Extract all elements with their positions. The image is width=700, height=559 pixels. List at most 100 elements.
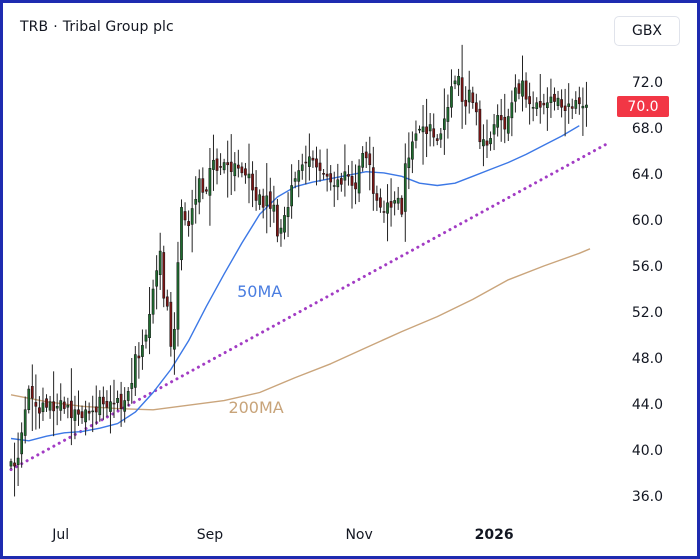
candle-body <box>311 157 315 161</box>
candle-body <box>16 457 20 465</box>
candle-body <box>34 402 38 407</box>
candle-body <box>443 118 446 130</box>
candle-body <box>567 103 571 107</box>
candle-body <box>244 168 247 176</box>
candle-body <box>560 99 563 108</box>
candle-body <box>535 102 539 109</box>
candle-body <box>538 101 542 108</box>
candle-body <box>130 383 134 389</box>
candle-body <box>38 407 41 414</box>
candle-body <box>364 151 368 159</box>
candle-body <box>400 197 404 215</box>
candle-body <box>396 197 400 204</box>
x-tick-label: Nov <box>345 527 372 543</box>
candle-body <box>112 402 116 405</box>
candle-body <box>304 161 308 164</box>
candle-body <box>553 93 556 102</box>
candle-body <box>393 200 396 204</box>
candle-body <box>574 100 578 109</box>
candle-body <box>158 250 162 275</box>
candle-body <box>379 197 382 208</box>
candle-body <box>382 211 386 213</box>
candle-body <box>180 207 183 261</box>
candle-body <box>144 334 148 342</box>
candle-body <box>428 124 432 132</box>
candle-body <box>187 221 190 227</box>
candle-body <box>474 102 478 113</box>
candle-body <box>549 96 553 103</box>
candle-body <box>212 159 215 170</box>
candle-body <box>389 201 393 208</box>
ma200-layer <box>10 248 591 411</box>
y-tick-label: 40.0 <box>632 443 663 459</box>
candle-body <box>77 409 80 415</box>
candle-body <box>9 461 13 467</box>
candle-body <box>503 116 507 130</box>
candle-body <box>467 89 471 103</box>
candle-body <box>332 185 336 187</box>
candle-body <box>123 400 127 412</box>
candle-body <box>435 138 439 141</box>
candle-body <box>290 185 293 207</box>
candle-body <box>91 410 95 413</box>
candle-body <box>73 409 77 421</box>
candle-body <box>510 102 514 119</box>
candle-body <box>240 166 244 174</box>
candle-body <box>276 204 279 237</box>
candle-body <box>464 99 468 107</box>
y-tick-label: 52.0 <box>632 305 663 321</box>
candle-body <box>119 393 123 409</box>
candle-body <box>357 165 361 194</box>
candle-body <box>368 153 372 166</box>
candle-body <box>251 173 254 191</box>
y-tick-label: 56.0 <box>632 259 663 275</box>
candle-body <box>201 178 205 193</box>
symbol-label: TRB <box>20 19 49 35</box>
candle-body <box>80 411 84 419</box>
y-tick-label: 72.0 <box>632 75 663 91</box>
candle-body <box>528 96 531 105</box>
candle-body <box>162 252 166 299</box>
candle-body <box>414 133 418 141</box>
candle-body <box>45 398 48 408</box>
candle-body <box>293 178 297 182</box>
candle-body <box>226 162 230 166</box>
candle-body <box>446 107 450 122</box>
candle-body <box>386 202 389 214</box>
candle-body <box>13 462 16 467</box>
candle-body <box>425 126 428 134</box>
candle-body <box>165 296 169 307</box>
candle-body <box>254 187 258 201</box>
candle-body <box>261 195 265 208</box>
candle-body <box>300 164 304 171</box>
candle-body <box>407 157 411 169</box>
x-axis: Jul Sep Nov 2026 <box>51 527 513 543</box>
candle-body <box>215 158 219 171</box>
y-tick-label: 68.0 <box>632 121 663 137</box>
candle-body <box>403 163 407 212</box>
candle-body <box>453 80 457 85</box>
candle-body <box>517 83 521 94</box>
last-price-layer: 70.0 <box>617 96 669 117</box>
candle-body <box>98 396 102 416</box>
x-tick-label: Sep <box>197 527 224 543</box>
candle-body <box>350 176 354 186</box>
ma200-line <box>10 248 591 411</box>
x-tick-label: 2026 <box>475 527 514 543</box>
candle-body <box>229 161 233 172</box>
last-price-badge <box>617 96 669 117</box>
trendline-layer <box>9 140 612 472</box>
candle-body <box>52 401 55 412</box>
candle-body <box>155 270 158 287</box>
candle-body <box>546 102 549 109</box>
candle-body <box>329 173 333 183</box>
candle-body <box>581 105 585 109</box>
currency-button[interactable]: GBX <box>614 16 680 46</box>
candle-body <box>148 314 151 339</box>
candle-body <box>247 173 251 179</box>
candle-body <box>219 166 222 168</box>
candle-body <box>233 163 237 177</box>
candle-body <box>421 126 425 133</box>
candle-body <box>109 401 112 412</box>
